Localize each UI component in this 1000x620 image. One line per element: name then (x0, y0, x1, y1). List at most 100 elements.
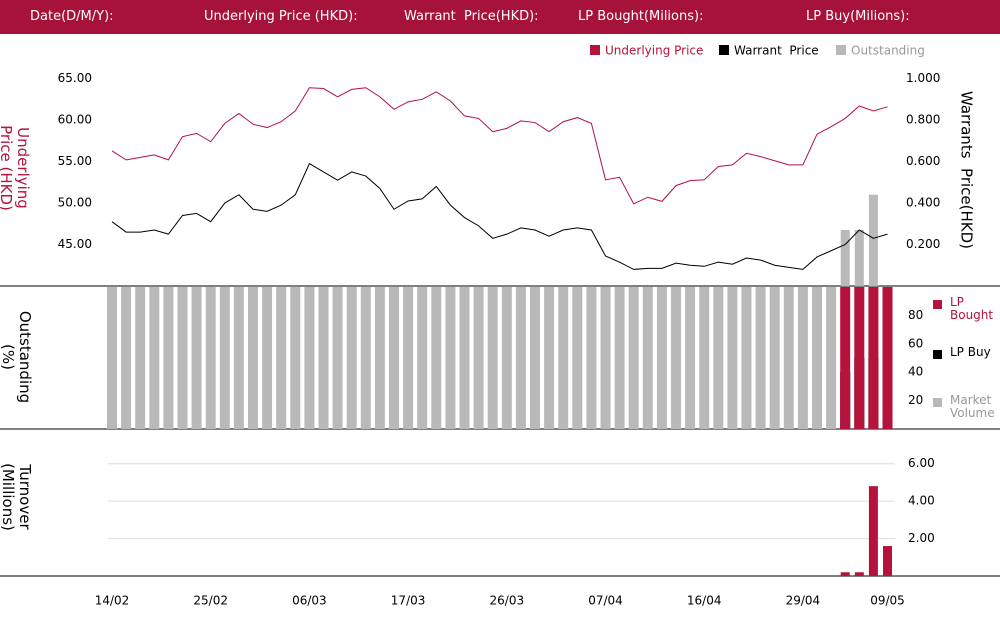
bar (586, 287, 597, 429)
bar (854, 572, 864, 576)
line-series (111, 87, 888, 205)
bar (332, 287, 343, 429)
x-tick-label: 25/02 (193, 594, 228, 608)
bar (600, 287, 611, 429)
y-axis-title: Turnover (Millions) (0, 463, 34, 531)
bar (530, 287, 540, 429)
bar (233, 287, 244, 429)
bar (699, 287, 710, 429)
bar (135, 287, 146, 429)
y-tick-label: 80 (908, 308, 923, 322)
y-tick-label: 2.00 (908, 531, 935, 545)
y-tick-label: 50.00 (58, 196, 92, 210)
y-tick-label: 0.600 (906, 154, 940, 168)
bar (558, 287, 569, 429)
header-bar: Date(D/M/Y): Underlying Price (HKD): Warra… (0, 0, 1000, 34)
bar (360, 287, 371, 429)
x-tick-label: 14/02 (95, 594, 130, 608)
legend-swatch (590, 45, 600, 55)
bar (797, 287, 808, 429)
y-tick-label: 65.00 (58, 71, 92, 85)
bar (868, 287, 879, 429)
bar (628, 287, 639, 429)
y-tick-label: 20 (908, 393, 923, 407)
y-tick-label: 0.800 (906, 113, 940, 127)
bar (840, 287, 851, 429)
legend-swatch (933, 398, 942, 407)
legend-label: LP Bought (950, 295, 994, 322)
bar (177, 287, 188, 429)
bar (882, 287, 893, 429)
bar (318, 287, 329, 429)
x-tick-label: 17/03 (391, 594, 426, 608)
bar (642, 287, 653, 429)
bar (656, 287, 667, 429)
bar (445, 287, 456, 429)
bar (191, 287, 202, 429)
bar (671, 287, 681, 429)
y-tick-label: 4.00 (908, 494, 935, 508)
bar (403, 287, 414, 429)
bar (868, 486, 878, 576)
header-field: LP Bought(Milions): (578, 9, 704, 24)
x-tick-label: 06/03 (292, 594, 327, 608)
x-tick-label: 29/04 (786, 594, 821, 608)
legend-label: LP Buy (950, 345, 991, 359)
y-tick-label: 6.00 (908, 456, 935, 470)
x-tick-label: 09/05 (870, 594, 905, 608)
bar (769, 287, 780, 429)
bar (741, 287, 752, 429)
bar (248, 287, 258, 429)
y-tick-label: 60.00 (58, 113, 92, 127)
bar (473, 287, 484, 429)
bar (149, 287, 160, 429)
bar (685, 287, 696, 429)
bar (121, 287, 132, 429)
bar (515, 287, 526, 429)
bar (304, 287, 315, 429)
bar (572, 287, 583, 429)
y-tick-label: 55.00 (58, 154, 92, 168)
bar (431, 287, 442, 429)
bar (727, 287, 738, 429)
bar (840, 230, 850, 286)
y-axis-title: Outstanding (%) (0, 310, 34, 404)
header-field: Underlying Price (HKD): (204, 9, 358, 24)
header-field: Warrant Price(HKD): (404, 9, 539, 24)
y-axis-title: Underlying Price (HKD) (0, 125, 32, 211)
bar (826, 287, 837, 429)
bar (868, 194, 878, 286)
bar (487, 287, 498, 429)
legend-label: Warrant Price (734, 44, 819, 58)
legend-swatch (719, 45, 729, 55)
bar (544, 287, 555, 429)
legend-label: Market Volume (950, 393, 995, 420)
legend-label: Outstanding (851, 44, 925, 58)
bar (854, 287, 865, 429)
bar (755, 287, 766, 429)
y-tick-label: 0.400 (906, 196, 940, 210)
bar (501, 287, 512, 429)
y-tick-label: 1.000 (906, 71, 940, 85)
legend-swatch (933, 350, 942, 359)
bar (346, 287, 357, 429)
legend-swatch (933, 300, 942, 309)
y-tick-label: 60 (908, 336, 923, 350)
bar (205, 287, 216, 429)
bar (883, 546, 892, 576)
x-tick-label: 07/04 (588, 594, 623, 608)
bar (219, 287, 230, 429)
x-tick-label: 16/04 (687, 594, 722, 608)
bar (107, 287, 117, 429)
legend-swatch (836, 45, 846, 55)
x-tick-label: 26/03 (490, 594, 525, 608)
bar (262, 287, 273, 429)
legend-label: Underlying Price (605, 44, 703, 58)
y-tick-label: 0.200 (906, 237, 940, 251)
bar (840, 572, 850, 576)
y2-axis-title: Warrants Price(HKD) (957, 90, 976, 250)
bar (389, 287, 399, 429)
y-tick-label: 40 (908, 365, 923, 379)
